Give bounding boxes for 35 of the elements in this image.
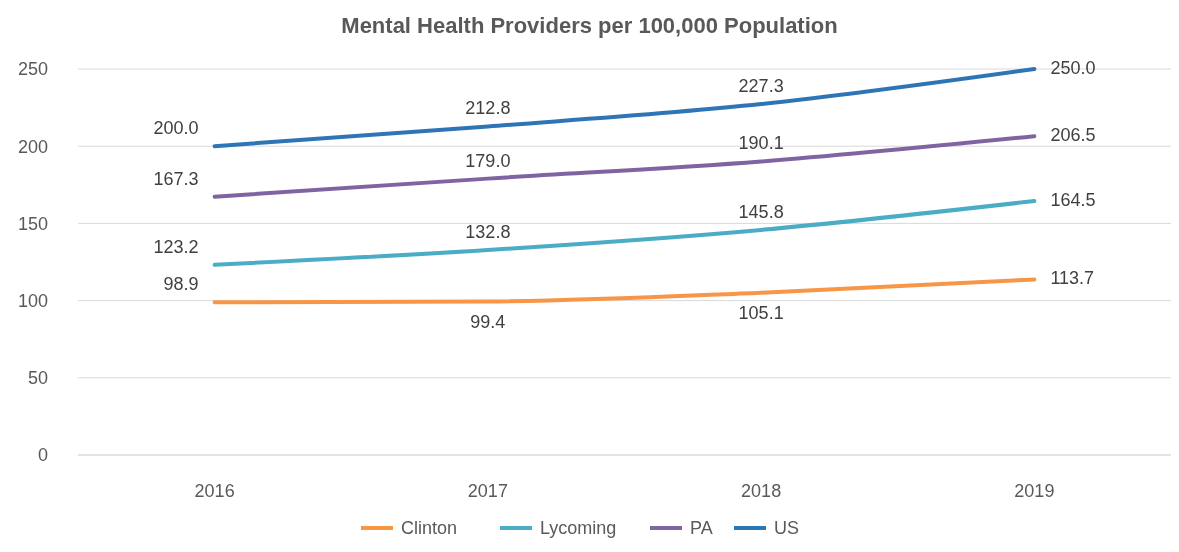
data-label: 99.4: [470, 311, 506, 332]
y-tick-label: 50: [27, 368, 48, 389]
legend-label: Clinton: [401, 518, 458, 539]
x-tick-label: 2017: [467, 481, 508, 501]
data-label: 227.3: [738, 76, 784, 97]
y-tick-label: 150: [17, 213, 48, 234]
chart-title: Mental Health Providers per 100,000 Population: [341, 13, 838, 38]
legend-label: PA: [690, 518, 713, 539]
y-tick-label: 0: [37, 445, 48, 466]
x-tick-label: 2016: [194, 481, 235, 501]
data-label: 132.8: [465, 221, 511, 242]
data-label: 206.5: [1050, 125, 1096, 146]
legend-label: US: [774, 518, 800, 539]
data-label: 105.1: [738, 302, 784, 323]
y-tick-label: 200: [17, 136, 48, 157]
legend-label: Lycoming: [540, 518, 617, 539]
y-tick-label: 250: [17, 59, 48, 80]
data-label: 123.2: [153, 236, 199, 257]
data-label: 98.9: [163, 274, 199, 295]
data-label: 164.5: [1050, 190, 1096, 211]
data-label: 212.8: [465, 98, 511, 119]
line-series: [212, 67, 1037, 149]
line-series: [212, 134, 1037, 199]
x-tick-label: 2019: [1014, 481, 1055, 501]
y-tick-label: 100: [17, 290, 48, 311]
data-label: 190.1: [738, 133, 784, 154]
data-label: 250.0: [1050, 58, 1096, 78]
data-label: 113.7: [1050, 268, 1095, 289]
data-label: 200.0: [153, 118, 199, 139]
line-series: [212, 277, 1037, 305]
line-series: [212, 199, 1037, 267]
data-label: 145.8: [738, 201, 784, 222]
data-label: 167.3: [153, 168, 199, 189]
data-label: 179.0: [465, 150, 511, 171]
x-tick-label: 2018: [741, 481, 782, 501]
